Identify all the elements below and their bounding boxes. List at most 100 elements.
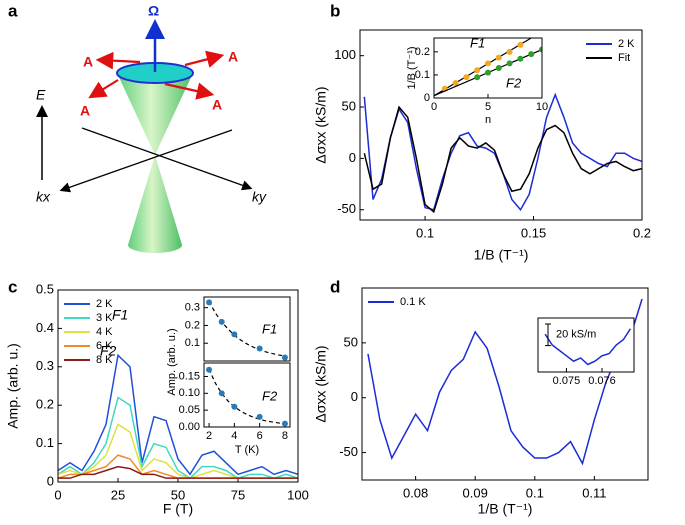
data-point xyxy=(256,345,263,352)
plot-area xyxy=(58,353,298,480)
x-tick-label: 0 xyxy=(54,487,61,502)
data-point xyxy=(281,354,288,361)
y-tick-label: 0.1 xyxy=(185,337,200,349)
x-tick-label: 0.08 xyxy=(403,485,428,500)
x-tick-label: 10 xyxy=(536,101,548,113)
plot-area xyxy=(206,299,288,361)
data-point xyxy=(528,51,535,58)
data-point xyxy=(517,55,524,62)
data-point xyxy=(231,331,238,338)
scale-bar-label: 20 kS/m xyxy=(556,329,596,341)
data-point xyxy=(485,69,491,76)
panel-label: a xyxy=(8,1,18,20)
plot-area xyxy=(544,328,632,366)
x-axis-label: 1/B (T⁻¹) xyxy=(478,501,533,517)
series-line xyxy=(544,328,632,366)
field-arrow xyxy=(184,50,225,68)
field-label: A xyxy=(228,49,238,65)
energy-label: E xyxy=(36,87,46,103)
field-arrow xyxy=(164,82,215,100)
x-axis-label: 1/B (T⁻¹) xyxy=(474,247,529,263)
panel-label: b xyxy=(330,1,340,20)
x-axis-label: F (T) xyxy=(163,501,193,517)
y-tick-label: 0.4 xyxy=(36,320,54,335)
field-label: A xyxy=(83,54,93,70)
annotation: F1 xyxy=(112,307,128,323)
y-tick-label: 0.2 xyxy=(36,397,54,412)
plot-frame xyxy=(537,317,635,373)
data-point xyxy=(218,318,225,325)
ky-axis xyxy=(81,127,253,191)
y-tick-label: 0.1 xyxy=(415,69,430,81)
x-tick-label: 100 xyxy=(287,487,309,502)
y-axis-label: Δσxx (kS/m) xyxy=(313,345,329,422)
field-label: A xyxy=(80,103,90,119)
y-tick-label: 0.2 xyxy=(415,46,430,58)
x-tick-label: 50 xyxy=(171,487,185,502)
series-line xyxy=(58,465,298,479)
data-point xyxy=(539,46,542,53)
annotation: F1 xyxy=(470,35,485,50)
y-axis-label: 1/B (T⁻¹) xyxy=(406,46,418,89)
data-point xyxy=(474,67,481,74)
x-tick-label: 0.09 xyxy=(463,485,488,500)
y-tick-label: 0.2 xyxy=(185,319,200,331)
x-tick-label: 4 xyxy=(231,430,237,442)
x-tick-label: 0.1 xyxy=(526,485,544,500)
data-point xyxy=(256,413,263,420)
legend-label: 0.1 K xyxy=(400,296,426,308)
y-tick-label: 0.15 xyxy=(179,370,200,382)
panel: 0.08 0.09 0.1 0.11 -50 0 50 1/B (T⁻¹) Δσxx (kS/m… xyxy=(313,287,649,517)
legend-label: 4 K xyxy=(96,326,113,338)
y-tick-label: -50 xyxy=(337,201,356,216)
data-point xyxy=(218,390,225,397)
plot-area xyxy=(367,298,643,466)
inset-background xyxy=(204,297,290,361)
x-tick-label: 0.15 xyxy=(521,225,546,240)
legend-label: 2 K xyxy=(618,38,635,50)
fit-line xyxy=(434,38,532,97)
field-arrow xyxy=(88,79,119,99)
x-tick-label: 8 xyxy=(282,430,288,442)
x-tick-label: 6 xyxy=(257,430,263,442)
y-tick-label: 0.05 xyxy=(179,404,200,416)
y-axis-label: Amp. (arb. u.) xyxy=(166,328,178,395)
data-point xyxy=(495,65,502,71)
y-tick-label: 50 xyxy=(344,334,358,349)
data-point xyxy=(281,420,288,427)
legend-label: 8 K xyxy=(96,354,113,366)
legend-label: 6 K xyxy=(96,340,113,352)
inset: 0 5 10 0 0.1 0.2 n 1/B (T⁻¹) F1 F2 xyxy=(406,35,548,125)
x-tick-label: 0.2 xyxy=(633,225,651,240)
plot-frame xyxy=(57,289,299,483)
fit-line xyxy=(208,368,286,425)
ky-label: ky xyxy=(252,189,267,205)
kx-axis xyxy=(59,129,233,193)
plot-area xyxy=(363,92,642,214)
data-point xyxy=(506,60,513,67)
data-point xyxy=(495,54,502,61)
x-tick-label: 75 xyxy=(231,487,245,502)
panel-a: a E kx ky Ω A A A A xyxy=(8,1,267,253)
x-tick-label: 2 xyxy=(206,430,212,442)
y-axis-label: Amp. (arb. u.) xyxy=(5,343,21,429)
series-line xyxy=(367,298,643,466)
legend-label: Fit xyxy=(618,52,630,64)
y-tick-label: 0.1 xyxy=(36,435,54,450)
x-tick-label: 0.075 xyxy=(553,375,581,387)
plot-frame xyxy=(203,362,291,428)
plot-frame xyxy=(433,37,543,99)
plot-area xyxy=(434,38,542,97)
y-tick-label: 0 xyxy=(349,150,356,165)
legend-label: 3 K xyxy=(96,312,113,324)
data-point xyxy=(206,366,213,373)
field-label: A xyxy=(212,97,222,113)
data-point xyxy=(485,60,491,67)
plot-frame xyxy=(203,296,291,362)
inset: 2 4 6 8 0.00 0.05 0.10 0.15 T (K) F2 xyxy=(179,362,291,456)
y-tick-label: 0.5 xyxy=(36,281,54,296)
upper-cone xyxy=(117,73,193,155)
omega-label: Ω xyxy=(148,3,159,19)
data-point xyxy=(463,74,470,81)
